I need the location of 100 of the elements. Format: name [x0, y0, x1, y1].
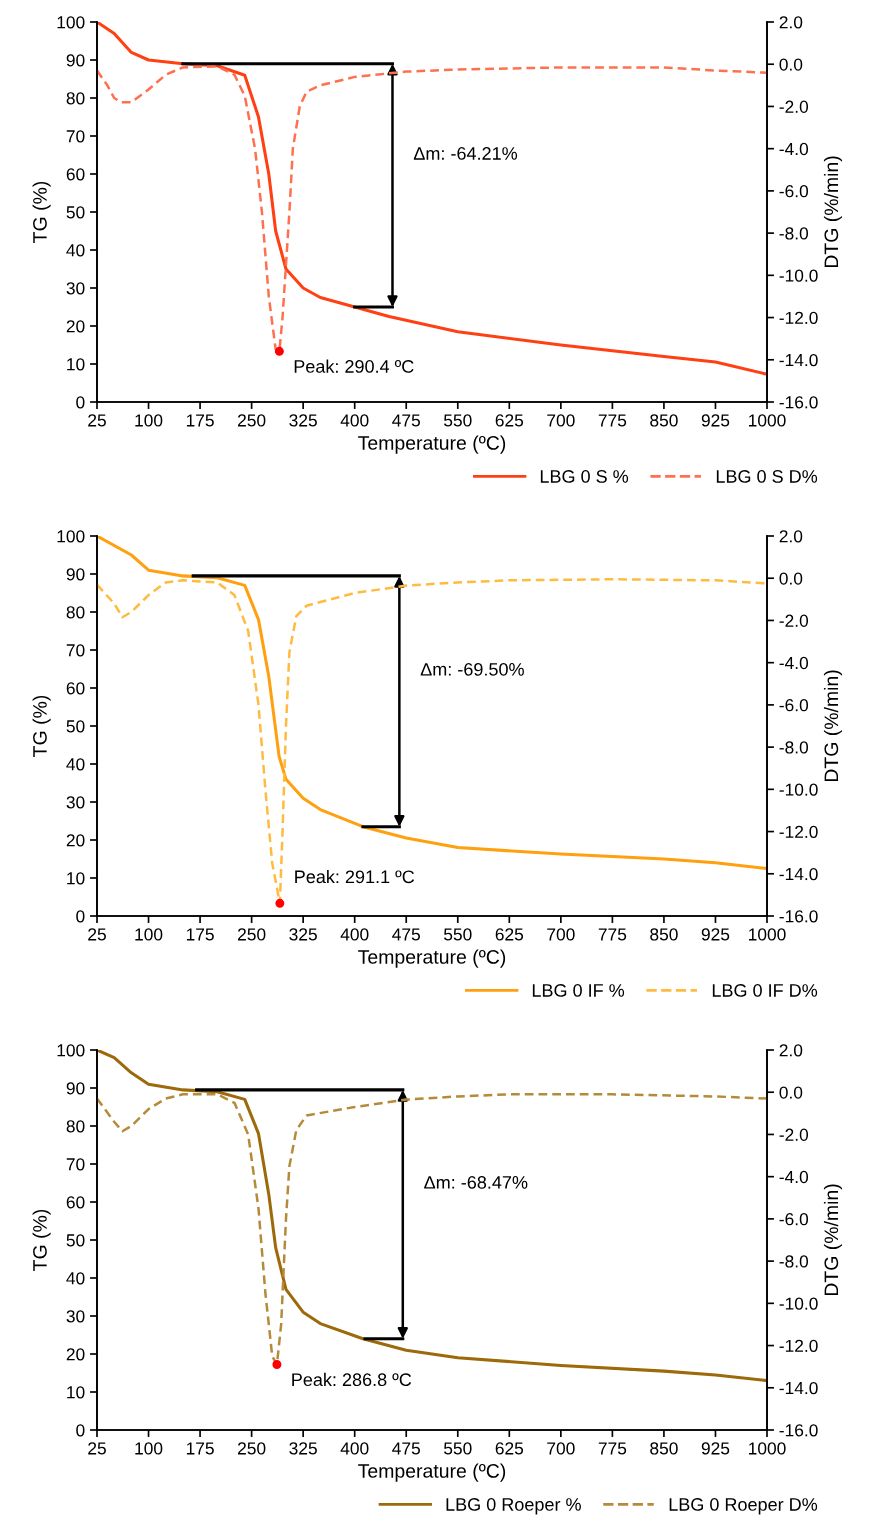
y-tick-label: 20: [66, 320, 85, 333]
x-tick-label: 850: [650, 1442, 678, 1455]
x-tick-label: 700: [547, 414, 575, 427]
y2-tick-label: -6.0: [779, 1213, 809, 1226]
x-tick-label: 1000: [749, 928, 786, 941]
x-tick-label: 325: [289, 928, 317, 941]
y-tick-label: 70: [66, 1158, 85, 1171]
x-tick-label: 775: [598, 1442, 627, 1455]
legend-label: LBG 0 IF D%: [712, 984, 818, 997]
y-tick-label: 40: [66, 1272, 85, 1285]
y-tick-label: 80: [66, 1120, 85, 1133]
y2-tick-label: -10.0: [779, 783, 818, 796]
annotation: Peak: 290.4 ºC: [294, 359, 414, 373]
x-tick-label: 325: [289, 414, 317, 427]
y-tick-label: 100: [57, 1044, 85, 1057]
x-tick-label: 700: [547, 1442, 575, 1455]
y2-tick-label: -16.0: [779, 1424, 818, 1437]
x-tick-label: 850: [650, 928, 678, 941]
y2-tick-label: -8.0: [779, 741, 809, 754]
y-tick-label: 60: [66, 1196, 85, 1209]
x-tick-label: 775: [598, 928, 627, 941]
x-tick-label: 550: [443, 414, 472, 427]
y-tick-label: 80: [66, 92, 85, 105]
y2-tick-label: -16.0: [779, 396, 818, 409]
y-tick-label: 0: [76, 910, 85, 923]
x-tick-label: 925: [701, 414, 730, 427]
y2-tick-label: 0.0: [779, 58, 803, 71]
y-tick-label: 40: [66, 758, 85, 771]
x-axis-title: Temperature (ºC): [358, 1463, 506, 1482]
y2-tick-label: -10.0: [779, 1297, 818, 1310]
y2-tick-label: -12.0: [779, 1339, 818, 1353]
x-tick-label: 625: [495, 414, 524, 427]
y-tick-label: 0: [76, 1424, 85, 1437]
x-tick-label: 250: [238, 1442, 266, 1455]
x-tick-label: 1000: [749, 414, 786, 427]
legend-label: LBG 0 IF %: [532, 984, 625, 997]
y2-axis-title: DTG (%/min): [823, 156, 843, 268]
x-tick-label: 175: [186, 928, 214, 941]
y2-tick-label: -4.0: [779, 1170, 809, 1184]
y-tick-label: 20: [66, 1348, 85, 1361]
x-tick-label: 925: [701, 928, 730, 941]
y-tick-label: 50: [66, 1234, 85, 1247]
x-tick-label: 250: [238, 414, 266, 427]
y-tick-label: 90: [66, 568, 85, 581]
y2-tick-label: -14.0: [779, 353, 818, 367]
y-tick-label: 40: [66, 244, 85, 257]
y2-tick-label: -14.0: [779, 867, 818, 881]
y-tick-label: 50: [66, 720, 85, 733]
line-series: [97, 536, 767, 871]
x-tick-label: 625: [495, 928, 524, 941]
x-tick-label: 175: [186, 414, 214, 427]
y2-axis-title: DTG (%/min): [823, 670, 843, 782]
x-tick-label: 400: [340, 1442, 369, 1455]
legend-label: LBG 0 Roeper %: [446, 1498, 581, 1515]
line-series: [97, 22, 767, 376]
x-tick-label: 25: [88, 414, 106, 427]
y2-tick-label: -8.0: [779, 227, 809, 240]
x-tick-label: 475: [392, 1442, 420, 1455]
x-axis-title: Temperature (ºC): [358, 949, 506, 968]
x-tick-label: 775: [598, 414, 627, 427]
y2-tick-label: -10.0: [779, 269, 818, 282]
x-tick-label: 1000: [749, 1442, 786, 1455]
y-tick-label: 10: [67, 872, 85, 885]
y2-tick-label: -4.0: [779, 656, 809, 670]
legend-label: LBG 0 Roeper D%: [669, 1498, 818, 1515]
y-tick-label: 70: [66, 644, 85, 657]
annotation: Δm: -69.50%: [420, 662, 524, 676]
annotation: Peak: 291.1 ºC: [295, 869, 415, 884]
x-tick-label: 100: [135, 1442, 163, 1455]
y2-tick-label: -2.0: [779, 100, 809, 113]
x-tick-label: 25: [88, 928, 106, 941]
x-tick-label: 400: [340, 928, 369, 941]
y2-tick-label: -12.0: [779, 311, 818, 325]
annotation: Δm: -68.47%: [424, 1176, 528, 1189]
y-tick-label: 30: [66, 282, 85, 295]
y2-tick-label: -14.0: [779, 1381, 818, 1395]
y-tick-label: 30: [66, 1310, 85, 1323]
x-tick-label: 550: [443, 928, 472, 941]
y-tick-label: 0: [76, 396, 85, 409]
annotation: Peak: 286.8 ºC: [292, 1372, 412, 1387]
y-axis-title: TG (%): [32, 695, 51, 757]
y2-tick-label: 0.0: [779, 1086, 803, 1099]
x-tick-label: 325: [289, 1442, 317, 1455]
y2-tick-label: -6.0: [779, 185, 809, 198]
x-tick-label: 475: [392, 414, 420, 427]
y2-tick-label: 2.0: [779, 1044, 803, 1057]
y-tick-label: 90: [66, 1082, 85, 1095]
y2-tick-label: -12.0: [779, 825, 818, 839]
x-tick-label: 400: [340, 414, 369, 427]
y-tick-label: 30: [66, 796, 85, 809]
legend-label: LBG 0 S %: [540, 470, 629, 483]
y-tick-label: 70: [66, 130, 85, 143]
x-tick-label: 850: [650, 414, 678, 427]
y-tick-label: 60: [66, 168, 85, 181]
x-tick-label: 250: [238, 928, 266, 941]
y2-axis-title: DTG (%/min): [823, 1184, 843, 1296]
y2-tick-label: 0.0: [779, 572, 803, 585]
y2-tick-label: -2.0: [779, 1128, 809, 1141]
y-tick-label: 100: [57, 16, 85, 29]
y-tick-label: 10: [67, 1386, 85, 1399]
